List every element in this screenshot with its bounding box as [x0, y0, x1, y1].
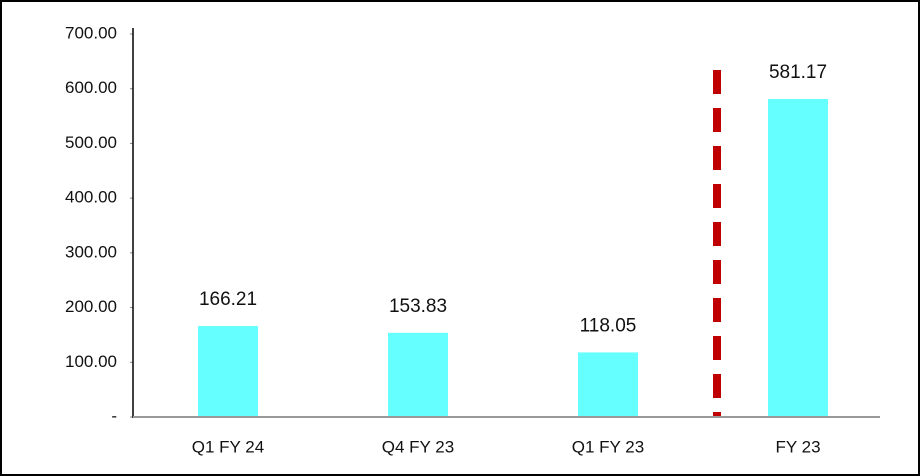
data-label: 166.21: [199, 289, 257, 310]
y-tick-label: 500.00: [65, 133, 117, 152]
data-label: 581.17: [769, 62, 827, 83]
y-tick-label: 300.00: [65, 242, 117, 261]
data-label: 118.05: [580, 315, 637, 336]
y-tick-label: 600.00: [65, 78, 117, 97]
bar: [388, 332, 448, 417]
y-tick-label: 700.00: [65, 23, 117, 42]
x-tick-label: Q1 FY 23: [572, 437, 644, 456]
x-tick-label: FY 23: [775, 437, 820, 456]
y-tick-label: 200.00: [65, 297, 117, 316]
y-tick-label: 400.00: [65, 188, 117, 207]
y-tick-label: -: [111, 406, 117, 425]
bar: [198, 326, 258, 417]
bar: [578, 352, 638, 417]
data-label: 153.83: [389, 296, 447, 317]
bar: [768, 99, 828, 418]
y-tick-label: 100.00: [65, 352, 117, 371]
x-tick-label: Q4 FY 23: [382, 437, 454, 456]
x-tick-label: Q1 FY 24: [192, 437, 264, 456]
